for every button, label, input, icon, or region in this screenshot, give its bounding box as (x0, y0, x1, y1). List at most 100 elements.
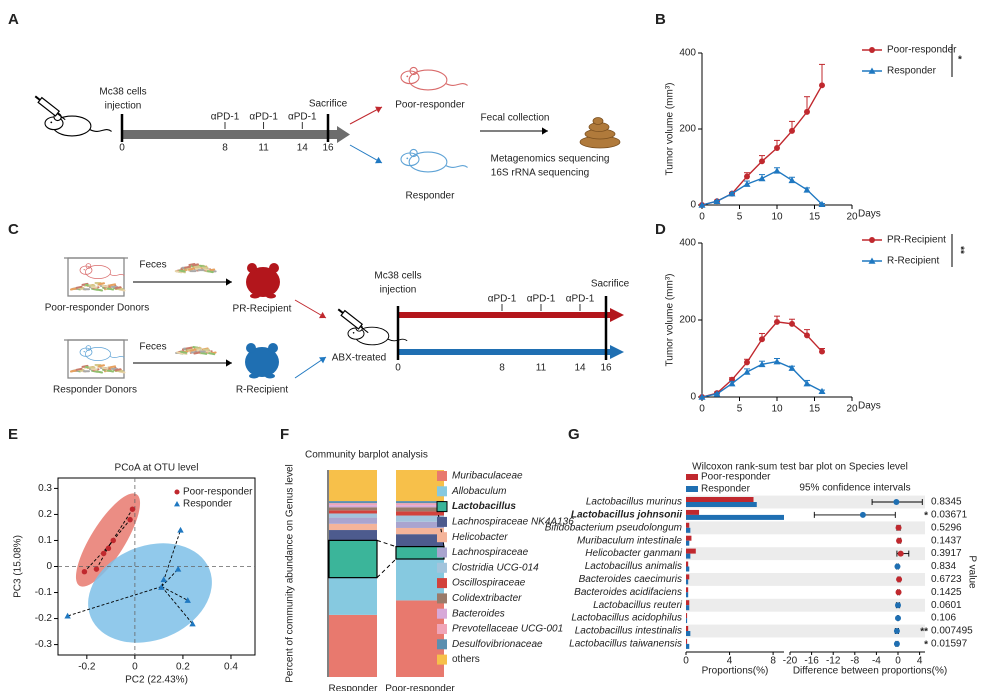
category-label: Lactobacillus johnsonii (571, 510, 682, 521)
legend-label: Clostridia UCG-014 (452, 562, 539, 573)
bar (686, 561, 689, 567)
arrow-head (542, 127, 548, 135)
mouse-eye (83, 351, 85, 353)
mouse-body (85, 265, 111, 279)
highlight-box (328, 539, 378, 579)
point (177, 526, 184, 533)
x-tick-label: 0 (132, 662, 138, 673)
timeline-head (337, 126, 350, 143)
x-axis-label: Proportions(%) (702, 666, 769, 677)
point (93, 566, 100, 572)
legend-marker (174, 489, 180, 495)
p-value: 0.1425 (931, 587, 962, 598)
bar (686, 535, 692, 541)
syringe-plunger (34, 95, 41, 101)
significance-label: * (958, 55, 962, 66)
ear (269, 263, 279, 273)
point (758, 174, 766, 182)
y-tick-label: 0.3 (38, 483, 52, 494)
feces-piece (109, 283, 116, 287)
point (759, 158, 765, 165)
syringe-needle (57, 113, 66, 121)
point (803, 380, 811, 387)
centroid-link (67, 586, 162, 617)
feces-piece (107, 287, 114, 291)
bar-segment (396, 505, 444, 508)
treatment-label: αPD-1 (288, 112, 317, 123)
legend-label: Lachnospiraceae NK4A136 (452, 517, 574, 528)
point (158, 584, 165, 590)
legend-marker (869, 47, 875, 53)
feces-piece (208, 352, 216, 356)
category-label: Helicobacter ganmani (585, 548, 682, 559)
y-axis-label: Tumor volume (mm³) (665, 274, 676, 367)
injection-label: Mc38 cells (374, 271, 421, 282)
y-tick-label: 0 (690, 200, 696, 211)
day-label: 11 (258, 143, 269, 154)
donor-label: Responder Donors (53, 385, 137, 396)
bar-segment (396, 507, 444, 512)
legend-label: Responder (701, 484, 751, 495)
panel-label: E (8, 426, 18, 443)
feces-piece (176, 351, 184, 355)
point (743, 180, 751, 187)
legend-label: Prevotellaceae UCG-001 (452, 624, 563, 635)
bar-segment (396, 534, 444, 547)
bar (686, 574, 690, 580)
bar (686, 548, 696, 554)
point (788, 176, 796, 184)
day-label: 16 (600, 363, 612, 374)
y-tick-label: 0 (690, 392, 696, 403)
x-axis-label: PC2 (22.43%) (125, 675, 188, 686)
row-band (686, 598, 925, 612)
legend-swatch (437, 608, 447, 619)
bar (686, 618, 688, 624)
feces-piece (193, 351, 201, 355)
day-label: 8 (222, 143, 228, 154)
y-tick-label: 400 (679, 48, 696, 59)
feces-piece (96, 370, 103, 374)
treatment-group-label: ABX-treated (332, 353, 386, 364)
legend-marker (868, 67, 876, 74)
point (744, 173, 750, 180)
category-label: Lactobacillus acidophilus (571, 613, 682, 624)
point (698, 393, 706, 400)
bar-segment (329, 501, 377, 504)
x-tick-label: 15 (809, 404, 821, 415)
foot (250, 293, 260, 299)
category-label: Bacteroides acidifaciens (574, 587, 682, 598)
bar (686, 631, 691, 636)
point (819, 82, 825, 89)
mouse-eye (406, 75, 409, 78)
bar (686, 638, 688, 644)
panel-label: G (568, 426, 580, 443)
legend-label: Poor-responder (887, 45, 957, 56)
mouse-eye (352, 332, 355, 334)
category-label: Lactobacillus animalis (585, 561, 682, 572)
day-label: 14 (574, 363, 586, 374)
feces-piece (96, 288, 103, 292)
x-tick-label: 0 (683, 656, 689, 667)
mouse-eye (50, 121, 53, 124)
method-label: Metagenomics sequencing (491, 154, 610, 165)
foot (249, 373, 259, 379)
feces-piece (107, 369, 114, 373)
feces-piece (101, 284, 109, 288)
timeline (398, 312, 612, 318)
y-tick-label: -0.3 (35, 639, 53, 650)
diff-tick-label: -8 (850, 656, 859, 667)
centroid-link (161, 568, 179, 587)
timeline-head (610, 308, 624, 322)
ear (268, 343, 278, 353)
difference-point (896, 576, 903, 583)
p-value: 0.834 (931, 561, 956, 572)
point (105, 545, 112, 551)
bar (686, 509, 700, 515)
bar (686, 626, 689, 631)
category-label: Muribaculum intestinale (577, 535, 682, 546)
mouse-tail (445, 165, 468, 168)
group-label: Poor-responder (395, 100, 465, 111)
x-tick-label: 8 (770, 656, 776, 667)
feces-piece (98, 364, 105, 368)
bar-segment (396, 503, 444, 506)
